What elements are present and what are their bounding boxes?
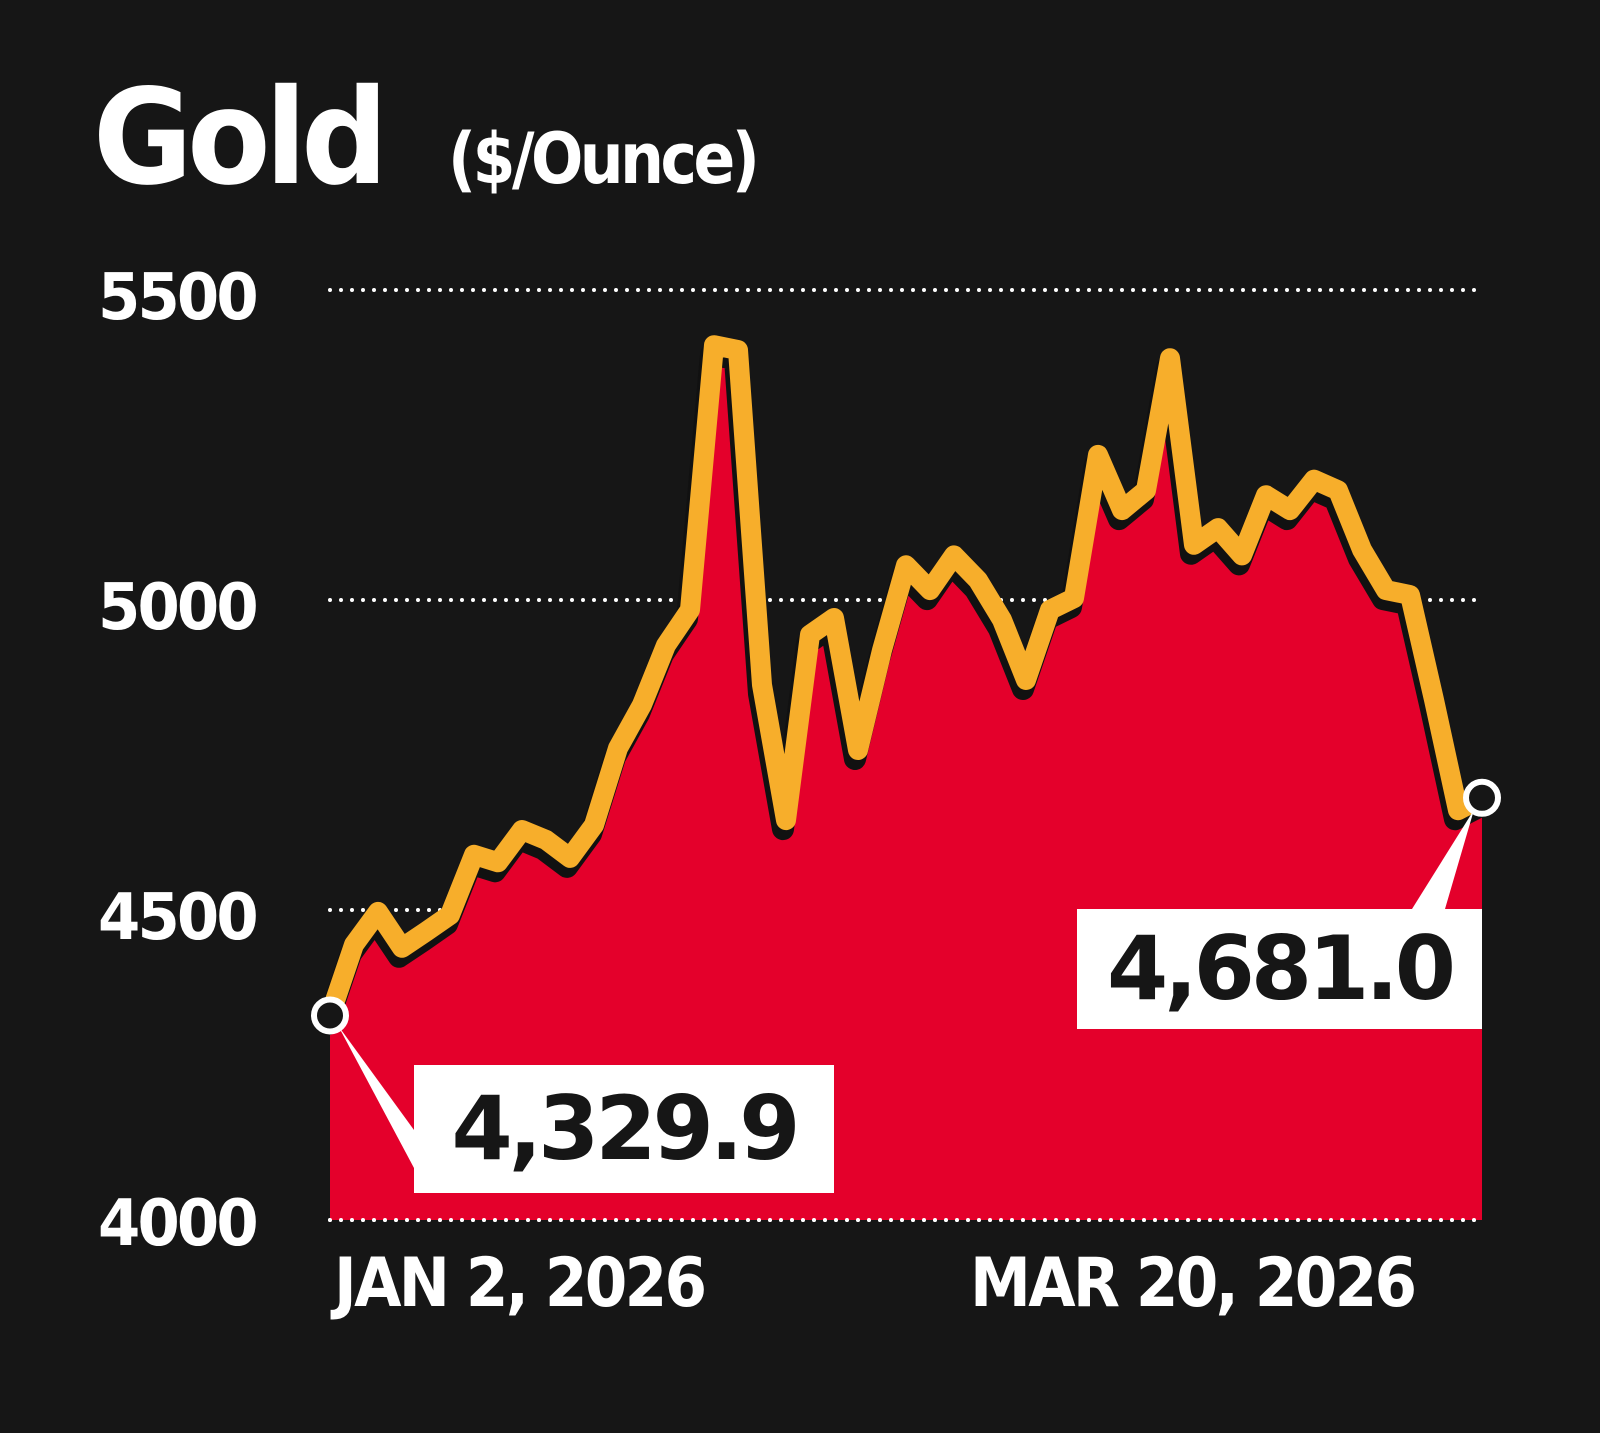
y-tick-5500: 5500 [98, 261, 259, 335]
x-tick-start-date: JAN 2, 2026 [334, 1244, 707, 1323]
y-tick-4500: 4500 [98, 881, 259, 955]
start-value-callout: 4,329.9 [414, 1065, 834, 1193]
end-value-callout: 4,681.0 [1077, 909, 1482, 1029]
y-tick-4000: 4000 [98, 1187, 259, 1261]
callout-leaders [328, 809, 1484, 1222]
chart-title: Gold [93, 61, 388, 215]
end-callout-leader [1412, 809, 1474, 909]
x-tick-end-date: MAR 20, 2026 [970, 1244, 1417, 1323]
chart-header: Gold ($/Ounce) [93, 72, 798, 204]
start-callout-leader [338, 1025, 414, 1168]
start-point-marker [311, 996, 349, 1035]
price-line [320, 335, 1492, 1026]
chart-unit-subtitle: ($/Ounce) [447, 118, 760, 200]
end-point-marker [1463, 778, 1501, 817]
y-tick-5000: 5000 [98, 571, 259, 645]
